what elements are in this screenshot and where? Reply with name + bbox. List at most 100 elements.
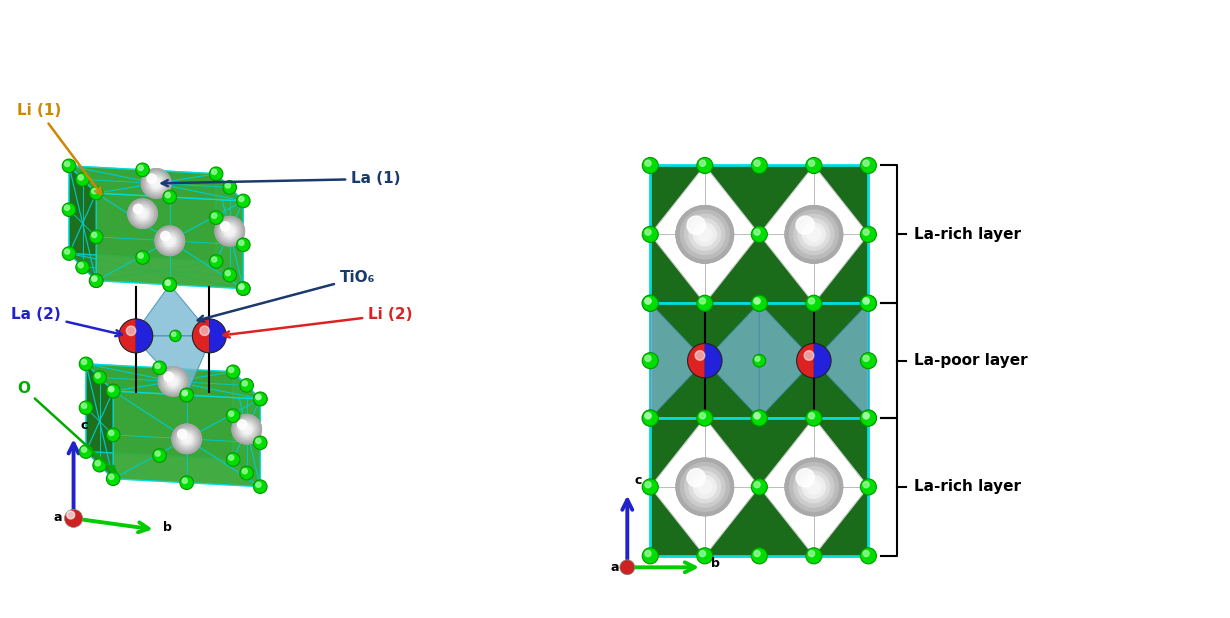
Circle shape (95, 460, 101, 466)
Circle shape (92, 459, 106, 472)
Circle shape (90, 230, 103, 243)
Circle shape (752, 479, 768, 495)
Circle shape (700, 298, 706, 304)
Circle shape (697, 227, 712, 242)
Polygon shape (814, 303, 868, 418)
Polygon shape (651, 166, 759, 303)
Circle shape (688, 216, 705, 234)
Circle shape (215, 216, 245, 246)
Circle shape (226, 453, 240, 467)
Text: La (1): La (1) (161, 171, 400, 187)
Circle shape (135, 163, 149, 177)
Circle shape (688, 468, 705, 487)
Polygon shape (651, 303, 705, 418)
Circle shape (253, 436, 267, 450)
Circle shape (182, 478, 187, 483)
Circle shape (159, 366, 188, 396)
Polygon shape (86, 364, 261, 399)
Circle shape (642, 295, 658, 311)
Circle shape (236, 282, 250, 295)
Circle shape (253, 392, 267, 406)
Circle shape (676, 206, 733, 263)
Circle shape (796, 468, 814, 487)
Circle shape (92, 276, 97, 281)
Circle shape (215, 216, 245, 246)
Wedge shape (119, 319, 135, 353)
Circle shape (237, 420, 247, 430)
Circle shape (220, 222, 230, 231)
Polygon shape (86, 452, 261, 486)
Circle shape (863, 355, 870, 362)
Circle shape (239, 284, 244, 289)
Circle shape (752, 158, 768, 174)
Circle shape (199, 326, 209, 336)
Circle shape (860, 353, 877, 369)
Circle shape (236, 282, 250, 295)
Circle shape (645, 481, 651, 488)
Circle shape (164, 235, 176, 247)
Circle shape (754, 413, 760, 419)
Circle shape (180, 388, 193, 402)
Polygon shape (216, 174, 244, 289)
Circle shape (79, 175, 84, 180)
Circle shape (128, 199, 157, 229)
Circle shape (90, 274, 103, 287)
Circle shape (754, 298, 760, 304)
Circle shape (808, 298, 814, 304)
Circle shape (162, 278, 177, 292)
Circle shape (161, 233, 178, 249)
Circle shape (785, 458, 843, 515)
Circle shape (139, 210, 146, 218)
Circle shape (218, 219, 242, 243)
Text: O: O (17, 381, 116, 472)
Circle shape (76, 260, 90, 274)
Circle shape (157, 228, 182, 253)
Circle shape (162, 371, 183, 392)
Circle shape (700, 160, 706, 166)
Circle shape (95, 373, 101, 378)
Circle shape (64, 249, 70, 254)
Circle shape (150, 177, 162, 189)
Circle shape (863, 298, 870, 304)
Circle shape (244, 426, 251, 433)
Circle shape (256, 394, 261, 400)
Circle shape (219, 221, 240, 242)
Circle shape (153, 180, 160, 187)
Circle shape (92, 371, 106, 384)
Circle shape (754, 160, 760, 166)
Circle shape (165, 280, 171, 286)
Circle shape (79, 357, 92, 371)
Circle shape (148, 176, 165, 192)
Text: b: b (711, 557, 720, 570)
Circle shape (146, 173, 166, 193)
Circle shape (785, 206, 843, 263)
Circle shape (696, 548, 713, 564)
Circle shape (166, 237, 173, 245)
Circle shape (796, 216, 814, 234)
Circle shape (752, 410, 768, 426)
Circle shape (645, 551, 651, 557)
Circle shape (64, 509, 82, 527)
Circle shape (240, 467, 253, 480)
Circle shape (165, 280, 171, 286)
Circle shape (645, 160, 651, 166)
Circle shape (138, 166, 143, 171)
Circle shape (676, 206, 733, 263)
Circle shape (241, 423, 252, 435)
Circle shape (860, 158, 877, 174)
Circle shape (790, 210, 838, 259)
Circle shape (696, 295, 713, 311)
Circle shape (209, 211, 223, 224)
Text: TiO₆: TiO₆ (198, 271, 375, 322)
Circle shape (802, 475, 825, 499)
Circle shape (209, 167, 223, 180)
Circle shape (236, 238, 250, 252)
Circle shape (804, 350, 814, 360)
Circle shape (209, 255, 223, 268)
Circle shape (642, 295, 658, 311)
Circle shape (754, 481, 760, 488)
Circle shape (253, 392, 267, 406)
Circle shape (63, 159, 76, 172)
Circle shape (225, 183, 230, 188)
Circle shape (863, 481, 870, 488)
